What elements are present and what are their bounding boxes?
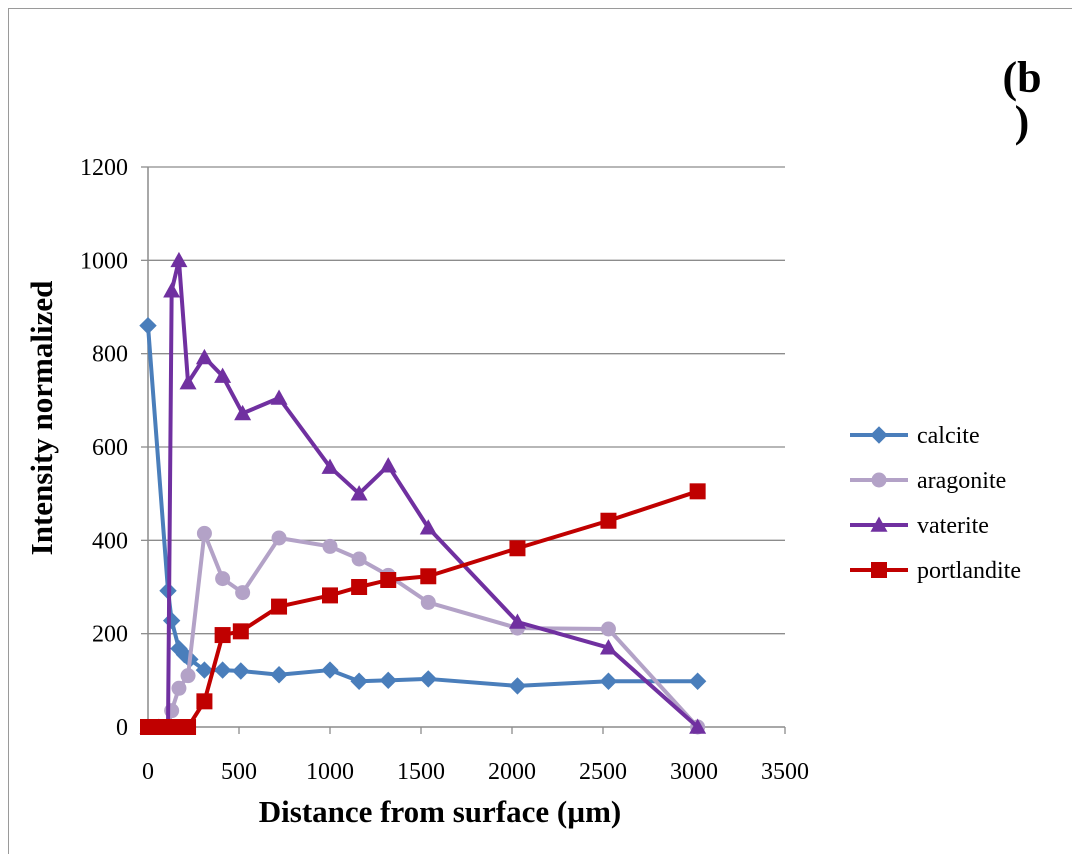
legend-label-calcite: calcite [917,423,980,449]
aragonite-point-7 [215,571,231,587]
portlandite-point-7 [214,627,231,644]
aragonite-point-6 [196,525,212,541]
portlandite-point-15 [600,512,617,529]
portlandite-point-14 [509,540,526,557]
calcite-point-6 [195,661,214,679]
legend-item-vaterite: vaterite [850,513,989,539]
portlandite-point-8 [232,623,249,640]
series-vaterite [139,251,707,734]
vaterite-point-10 [321,458,339,474]
legend-item-portlandite: portlandite [850,558,1021,584]
x-tick-label-5: 2500 [579,759,627,785]
calcite-point-13 [419,670,437,688]
calcite-point-15 [599,672,618,690]
portlandite-point-12 [380,572,397,588]
x-tick-label-3: 1500 [397,759,445,785]
series-calcite [139,316,707,695]
y-axis-label: Intensity normalized [24,281,59,556]
vaterite-point-16 [689,718,707,734]
y-tick-label-2: 400 [92,528,128,554]
aragonite-point-9 [271,530,287,546]
aragonite-point-13 [420,594,436,610]
y-tick-label-6: 1200 [80,155,128,181]
figure-frame [8,8,1072,854]
vaterite-point-11 [350,485,368,501]
calcite-point-8 [232,662,250,680]
portlandite-point-9 [271,598,288,615]
calcite-point-16 [688,672,707,690]
x-tick-label-2: 1000 [306,759,354,785]
portlandite-point-11 [351,579,368,595]
legend-item-aragonite: aragonite [850,468,1006,494]
legend-label-vaterite: vaterite [917,513,989,539]
x-tick-labels: 0 500 1000 1500 2000 2500 3000 3500 [142,759,809,785]
aragonite-point-4 [171,680,187,696]
aragonite-point-8 [235,585,251,601]
vaterite-point-5 [179,374,197,390]
legend-item-calcite: calcite [850,423,980,449]
x-axis-label: Distance from surface (µm) [259,794,621,829]
vaterite-point-15 [599,639,617,655]
calcite-point-7 [213,661,232,679]
legend: calcite aragonite vaterite portlandite [850,423,1021,584]
calcite-point-10 [321,661,339,679]
portlandite-point-6 [196,693,213,710]
portlandite-point-5 [180,719,197,735]
vaterite-point-8 [234,404,252,421]
portlandite-point-13 [420,568,437,585]
x-tick-label-6: 3000 [670,759,718,785]
aragonite-point-5 [180,668,196,684]
y-tick-label-3: 600 [92,435,128,461]
vaterite-point-4 [170,251,188,268]
vaterite-point-14 [508,613,526,629]
y-tick-label-0: 0 [116,715,128,741]
vaterite-point-12 [379,457,397,473]
legend-marker-vaterite [870,516,888,532]
calcite-point-11 [350,672,368,690]
y-tick-label-5: 1000 [80,248,128,274]
legend-marker-portlandite [871,562,887,578]
vaterite-point-6 [195,348,213,365]
vaterite-point-7 [214,367,232,383]
calcite-point-14 [508,677,527,695]
aragonite-point-15 [600,621,616,637]
legend-marker-calcite [870,426,888,444]
portlandite-point-10 [322,587,338,604]
calcite-point-9 [270,666,288,684]
portlandite-point-16 [689,483,706,500]
x-tick-label-4: 2000 [488,759,536,785]
legend-marker-aragonite [871,472,887,488]
data-series [139,251,707,735]
y-tick-labels: 0 200 400 600 800 1000 1200 [80,155,128,741]
calcite-point-2 [162,611,181,630]
x-tick-label-1: 500 [221,759,257,785]
axes [141,166,786,734]
legend-label-aragonite: aragonite [917,468,1006,494]
vaterite-point-3 [163,282,181,298]
panel-label: (b ) [992,56,1052,144]
x-tick-label-7: 3500 [761,759,809,785]
legend-label-portlandite: portlandite [917,558,1021,584]
y-tick-label-1: 200 [92,622,128,648]
gridlines [148,166,785,635]
aragonite-point-10 [322,538,338,554]
vaterite-line [148,258,699,729]
vaterite-point-9 [270,389,288,405]
x-tick-label-0: 0 [142,759,154,785]
aragonite-point-11 [351,551,367,567]
calcite-point-0 [139,316,157,335]
series-portlandite [140,483,706,735]
panel-label-line2: ) [1014,97,1030,146]
y-tick-label-4: 800 [92,342,128,368]
panel-label-line1: (b [1002,53,1042,102]
vaterite-point-13 [419,519,437,535]
calcite-point-12 [379,671,397,690]
